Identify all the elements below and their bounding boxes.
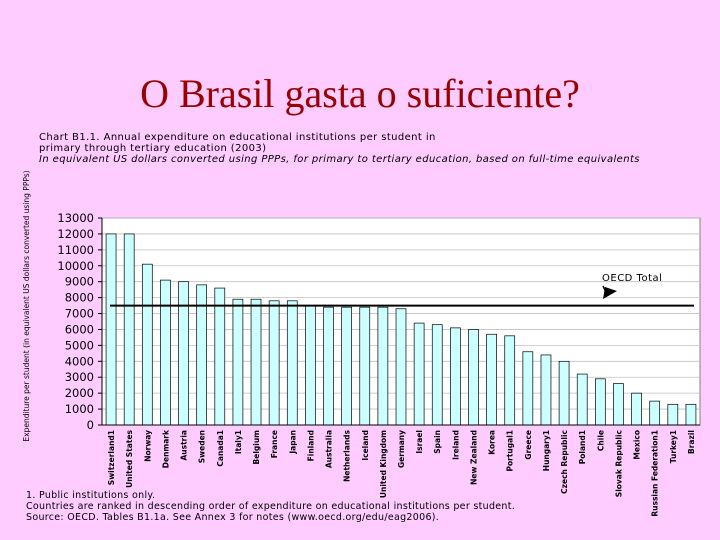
bar: [232, 298, 244, 426]
bar: [268, 300, 280, 426]
x-tick-label: Germany: [397, 430, 406, 468]
bar: [431, 324, 443, 426]
x-tick-label: United States: [125, 429, 134, 487]
oecd-total-arrow-head: [603, 287, 617, 299]
slide-title: O Brasil gasta o suficiente?: [140, 71, 580, 116]
x-tick-label: Poland1: [578, 430, 587, 464]
y-tick-label: 7000: [65, 307, 94, 321]
x-tick-label: France: [270, 430, 279, 458]
bar: [486, 333, 497, 426]
y-tick-label: 1000: [65, 402, 94, 416]
bar: [250, 298, 262, 426]
bar: [522, 351, 534, 426]
bar: [305, 305, 316, 426]
bar: [685, 403, 697, 426]
y-tick-label: 11000: [57, 243, 94, 257]
bar: [576, 373, 588, 426]
oecd-total-label: OECD Total: [602, 273, 662, 284]
x-tick-label: Korea: [488, 430, 497, 455]
x-tick-label: Japan: [288, 430, 297, 455]
x-tick-label: Spain: [433, 430, 442, 454]
y-tick-label: 10000: [57, 259, 94, 273]
x-tick-label: Norway: [143, 430, 152, 462]
x-tick-label: Czech Republic: [560, 430, 569, 494]
chart-footer: 1. Public institutions only. Countries a…: [26, 490, 515, 523]
bar: [540, 354, 552, 426]
bar: [450, 327, 461, 426]
x-tick-label: Chile: [596, 430, 605, 451]
bar: [377, 306, 389, 426]
bar: [667, 403, 679, 426]
bar: [631, 392, 642, 426]
x-tick-label: Greece: [524, 430, 533, 460]
bar: [323, 306, 334, 426]
bar: [504, 335, 516, 426]
chart-subtitle: In equivalent US dollars converted using…: [39, 154, 640, 165]
x-tick-label: Canada1: [216, 430, 225, 467]
y-tick-label: 6000: [65, 322, 94, 336]
bar: [395, 308, 407, 426]
footnote-source: Source: OECD. Tables B1.1a. See Annex 3 …: [26, 512, 440, 523]
x-tick-label: Israel: [415, 430, 424, 454]
x-tick-label: Australia: [325, 430, 334, 468]
chart-header: Chart B1.1. Annual expenditure on educat…: [39, 132, 679, 165]
bar: [359, 306, 371, 426]
bar: [468, 329, 479, 426]
chart-title-line2: primary through tertiary education (2003…: [39, 143, 267, 154]
bar: [105, 233, 117, 426]
bar: [160, 279, 171, 426]
x-tick-label: Belgium: [252, 430, 261, 465]
x-tick-label: Austria: [180, 430, 189, 461]
bar: [141, 263, 153, 426]
y-tick-label: 13000: [57, 211, 94, 225]
x-tick-label: Russian Federation1: [651, 430, 660, 517]
bar: [178, 281, 189, 426]
y-tick-label: 12000: [57, 227, 94, 241]
y-tick-label: 8000: [65, 291, 94, 305]
x-tick-label: Slovak Republic: [614, 430, 623, 497]
bar: [594, 378, 606, 426]
x-tick-label: Netherlands: [343, 429, 352, 481]
y-tick-label: 0: [87, 418, 94, 432]
bar: [413, 322, 425, 426]
y-tick-label: 3000: [65, 370, 94, 384]
x-tick-label: United Kingdom: [379, 430, 388, 498]
x-tick-label: Turkey1: [669, 430, 678, 463]
bar: [558, 360, 570, 426]
chart-title-line1: Chart B1.1. Annual expenditure on educat…: [39, 132, 436, 143]
bar: [613, 383, 624, 426]
x-tick-label: Portugal1: [506, 430, 515, 472]
x-tick-label: Sweden: [198, 430, 207, 463]
bar: [286, 300, 298, 426]
bar: [341, 306, 352, 426]
y-tick-label: 4000: [65, 354, 94, 368]
y-tick-label: 2000: [65, 386, 94, 400]
x-tick-label: Finland: [306, 430, 315, 461]
y-tick-label: 9000: [65, 275, 94, 289]
footnote-public: 1. Public institutions only.: [26, 490, 156, 501]
x-tick-label: Iceland: [361, 430, 370, 461]
y-tick-label: 5000: [65, 338, 94, 352]
x-tick-label: Denmark: [161, 429, 170, 468]
x-tick-label: Italy1: [234, 430, 243, 454]
x-tick-label: Brazil: [687, 430, 696, 454]
bar: [123, 233, 135, 426]
x-tick-label: Hungary1: [542, 430, 551, 471]
x-tick-label: Switzerland1: [107, 430, 116, 485]
bar: [214, 287, 226, 426]
bar: [649, 400, 661, 426]
x-tick-label: New Zealand: [469, 430, 478, 485]
x-tick-label: Ireland: [451, 430, 460, 460]
footnote-ranking: Countries are ranked in descending order…: [26, 501, 516, 512]
x-tick-label: Mexico: [633, 430, 642, 460]
